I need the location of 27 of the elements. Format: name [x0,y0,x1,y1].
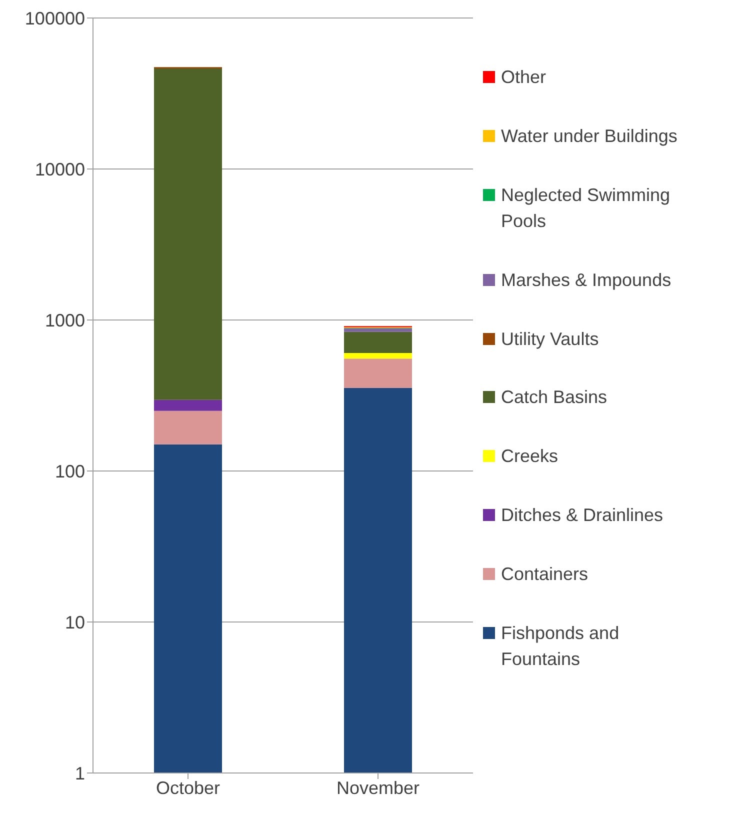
bar [154,410,222,444]
bar [154,400,222,411]
legend-label: Utility Vaults [501,328,600,351]
x-tick-label: October [156,778,220,798]
bar [344,328,412,332]
y-tick-label: 100 [54,461,85,482]
y-tick-label: 10 [64,612,85,632]
y-tick-label: 1000 [44,310,85,330]
legend-label: Fishponds and Fountains [501,622,620,671]
bar [344,352,412,359]
legend-label: Ditches & Drainlines [501,504,664,527]
y-tick-label: 100000 [24,8,85,28]
legend-label: Water under Buildings [501,125,678,148]
legend-label: Neglected Swimming Pools [501,184,672,233]
bar [344,358,412,388]
legend-label: Creeks [501,445,560,468]
legend-label: Catch Basins [501,386,608,410]
bar [154,444,222,773]
legend-label: Containers [501,562,590,586]
bar [344,332,412,353]
legend-label: Marshes & Impounds [501,268,672,292]
legend-label: Other [501,66,548,90]
y-tick-label: 10000 [34,159,85,180]
bar [154,68,222,400]
bar [344,388,412,773]
y-tick-label: 1 [74,763,85,784]
x-tick-label: November [336,778,420,798]
